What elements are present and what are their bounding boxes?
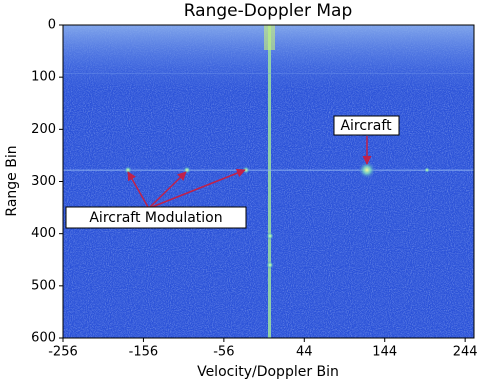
y-tick-label: 300 <box>31 174 56 189</box>
x-tick-label: -156 <box>129 345 159 360</box>
annotation-text: Aircraft Modulation <box>89 210 222 226</box>
y-tick-label: 200 <box>31 122 56 137</box>
y-tick-label: 100 <box>31 70 56 85</box>
y-tick-label: 600 <box>31 331 56 346</box>
x-tick-label: -56 <box>213 345 234 360</box>
x-tick-label: -256 <box>48 345 78 360</box>
x-axis-label: Velocity/Doppler Bin <box>197 364 339 380</box>
annotation-aircraft: Aircraft <box>333 115 400 165</box>
x-tick-label: 44 <box>296 345 313 360</box>
annotation-text: Aircraft <box>340 118 392 134</box>
y-axis-label: Range Bin <box>4 145 20 216</box>
chart-title: Range-Doppler Map <box>184 1 353 21</box>
x-tick-label: 144 <box>372 345 397 360</box>
x-tick-label: 244 <box>453 345 478 360</box>
annotation-modulation: Aircraft Modulation <box>65 168 247 229</box>
y-tick-label: 500 <box>31 278 56 293</box>
y-tick-label: 400 <box>31 226 56 241</box>
y-tick-label: 0 <box>48 18 56 33</box>
heatmap-image <box>63 25 474 338</box>
